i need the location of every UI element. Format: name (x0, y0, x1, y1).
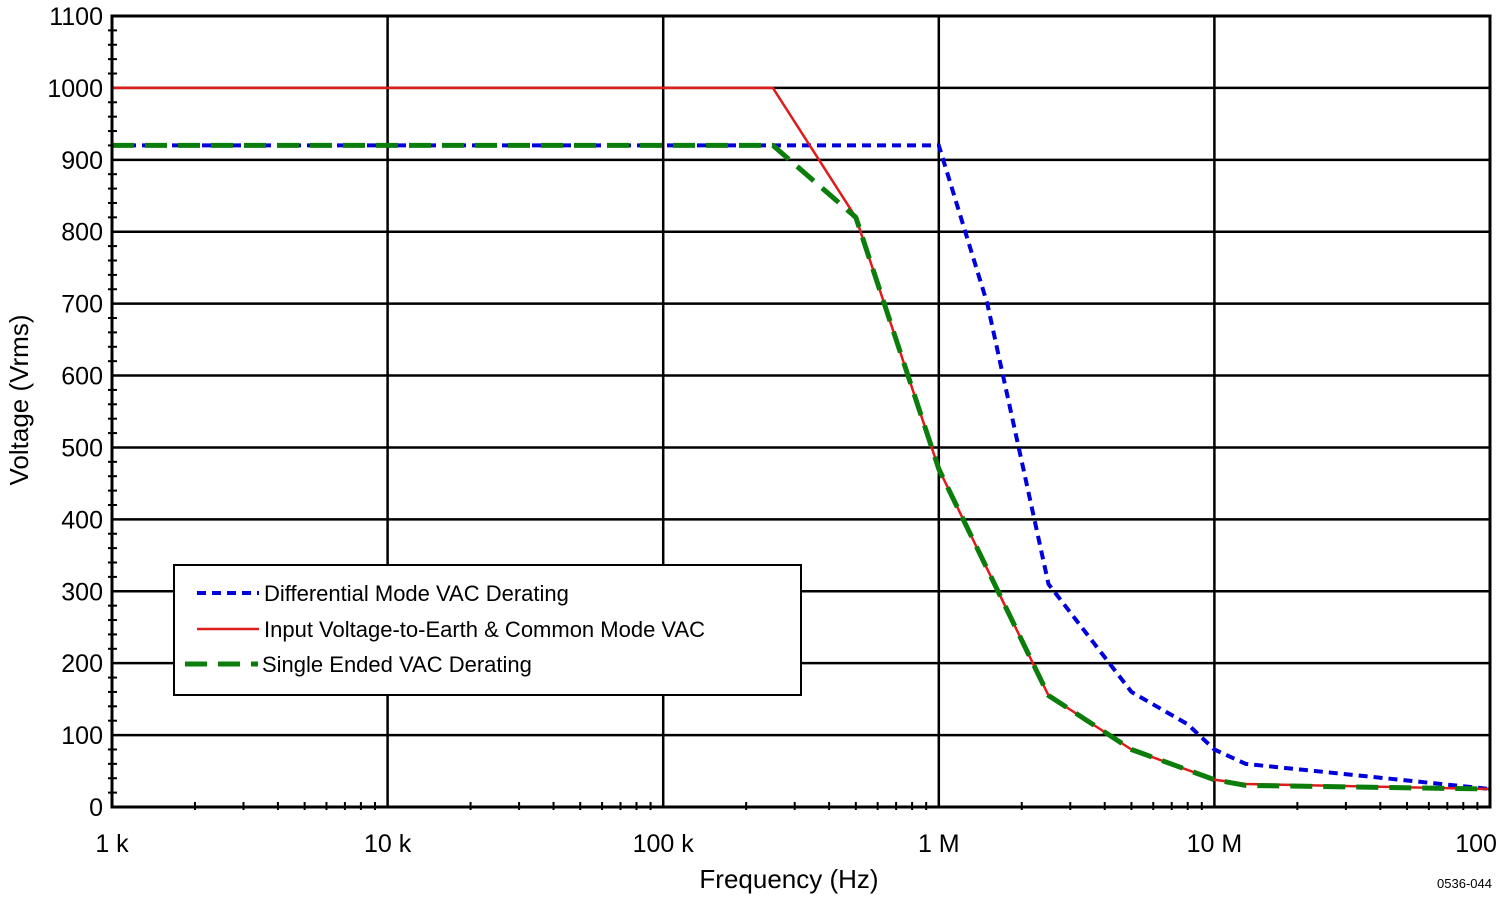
tick-labels: 1 k 10 k 100 k 1 M 10 M 100 M 0 100 200 300 400 500… (47, 3, 1500, 858)
y-tick-label: 500 (61, 434, 103, 462)
series-layer (112, 86, 1490, 792)
x-tick-label: 1 M (918, 830, 960, 858)
legend-label-single-ended: Single Ended VAC Derating (262, 652, 532, 677)
legend: Differential Mode VAC Derating Input Vol… (173, 564, 802, 696)
y-tick-label: 300 (61, 578, 103, 606)
y-tick-label: 0 (89, 794, 103, 822)
x-tick-label: 100 k (633, 830, 695, 858)
y-tick-label: 100 (61, 722, 103, 750)
x-tick-label: 10 k (364, 830, 412, 858)
y-axis-title: Voltage (Vrms) (4, 315, 34, 486)
plot-frame (110, 14, 1492, 809)
y-tick-label: 700 (61, 291, 103, 319)
x-tick-label: 100 M (1455, 830, 1500, 858)
y-tick-label: 400 (61, 506, 103, 534)
x-axis-title: Frequency (Hz) (699, 864, 878, 894)
y-tick-label: 600 (61, 363, 103, 391)
y-tick-label: 1000 (47, 75, 103, 103)
y-tick-label: 200 (61, 650, 103, 678)
figure-id: 0536-044 (1437, 876, 1492, 891)
series-differential-mode (112, 143, 1490, 792)
x-tick-label: 10 M (1187, 830, 1243, 858)
y-tick-label: 1100 (49, 3, 103, 31)
y-tick-label: 900 (61, 147, 103, 175)
legend-box (173, 564, 802, 696)
series-single-ended (112, 142, 1490, 792)
legend-label-differential: Differential Mode VAC Derating (264, 581, 569, 606)
legend-label-common-mode: Input Voltage-to-Earth & Common Mode VAC (264, 617, 705, 642)
x-tick-label: 1 k (95, 830, 129, 858)
y-tick-label: 800 (61, 219, 103, 247)
